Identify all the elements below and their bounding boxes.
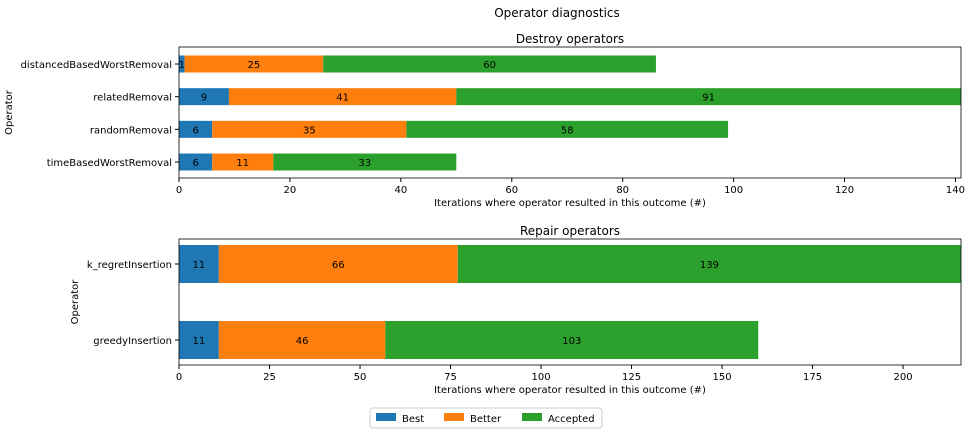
x-tick-label-140: 140 <box>946 185 965 196</box>
chart-title: Repair operators <box>520 224 620 238</box>
bar-label-relatedremoval-better: 41 <box>336 93 349 104</box>
x-tick-label-75: 75 <box>444 372 457 383</box>
bar-label-randomremoval-better: 35 <box>303 125 316 136</box>
plot-frame <box>178 238 962 366</box>
legend-label-better: Better <box>470 414 502 425</box>
x-tick-label-120: 120 <box>835 185 854 196</box>
bar-relatedremoval-accepted <box>456 88 961 106</box>
bar-randomremoval-better <box>212 120 407 138</box>
chart-title: Destroy operators <box>516 32 624 46</box>
legend-label-accepted: Accepted <box>548 414 595 425</box>
x-tick-label-200: 200 <box>894 372 913 383</box>
bar-label-k-regretinsertion-better: 66 <box>332 260 345 271</box>
plot-frame <box>178 46 962 179</box>
x-tick-label-60: 60 <box>505 185 518 196</box>
x-tick-label-20: 20 <box>284 185 297 196</box>
x-tick-label-100: 100 <box>531 372 550 383</box>
x-tick-label-0: 0 <box>176 185 182 196</box>
bar-greedyinsertion-better <box>218 321 386 359</box>
bar-greedyinsertion-best <box>179 321 219 359</box>
bar-label-randomremoval-accepted: 58 <box>561 125 574 136</box>
bar-label-distancedbasedworstremoval-best: 1 <box>179 60 185 71</box>
bar-label-greedyinsertion-accepted: 103 <box>562 336 581 347</box>
y-tick-label-relatedremoval: relatedRemoval <box>93 93 172 104</box>
x-axis-label: Iterations where operator resulted in th… <box>434 198 706 209</box>
bar-label-greedyinsertion-best: 11 <box>193 336 206 347</box>
y-tick-label-distancedbasedworstremoval: distancedBasedWorstRemoval <box>21 60 172 71</box>
bar-relatedremoval-best <box>179 88 229 106</box>
x-tick-label-125: 125 <box>622 372 641 383</box>
x-tick-label-100: 100 <box>724 185 743 196</box>
x-tick-label-25: 25 <box>263 372 276 383</box>
legend-box <box>369 407 603 429</box>
bar-timebasedworstremoval-accepted <box>273 153 457 171</box>
legend-swatch-best <box>376 413 396 421</box>
bar-distancedbasedworstremoval-best <box>179 55 185 73</box>
bar-label-relatedremoval-best: 9 <box>201 93 207 104</box>
y-axis-label: Operator <box>4 89 15 135</box>
legend-swatch-better <box>444 413 464 421</box>
x-tick-label-0: 0 <box>176 372 182 383</box>
bar-label-greedyinsertion-better: 46 <box>296 336 309 347</box>
bar-randomremoval-best <box>179 120 213 138</box>
x-tick-label-150: 150 <box>713 372 732 383</box>
bar-k-regretinsertion-best <box>179 245 219 283</box>
bar-relatedremoval-better <box>228 88 457 106</box>
bar-label-timebasedworstremoval-better: 11 <box>236 158 249 169</box>
bar-greedyinsertion-accepted <box>385 321 759 359</box>
bar-timebasedworstremoval-best <box>179 153 213 171</box>
y-tick-label-greedyinsertion: greedyInsertion <box>93 336 172 347</box>
legend-label-best: Best <box>402 414 424 425</box>
bar-k-regretinsertion-better <box>218 245 458 283</box>
bar-randomremoval-accepted <box>406 120 729 138</box>
bar-distancedbasedworstremoval-accepted <box>323 55 656 73</box>
x-axis-label: Iterations where operator resulted in th… <box>434 385 706 396</box>
x-tick-label-50: 50 <box>354 372 367 383</box>
bar-label-randomremoval-best: 6 <box>192 125 198 136</box>
figure-title: Operator diagnostics <box>494 6 620 20</box>
bar-k-regretinsertion-accepted <box>457 245 961 283</box>
y-tick-label-k-regretinsertion: k_regretInsertion <box>87 260 172 271</box>
bar-timebasedworstremoval-better <box>212 153 274 171</box>
y-tick-label-randomremoval: randomRemoval <box>90 125 172 136</box>
legend: Best Better Accepted <box>369 407 603 429</box>
bar-label-k-regretinsertion-best: 11 <box>193 260 206 271</box>
y-axis-label: Operator <box>70 279 81 325</box>
bar-label-distancedbasedworstremoval-better: 25 <box>248 60 261 71</box>
bar-label-timebasedworstremoval-accepted: 33 <box>358 158 371 169</box>
y-tick-label-timebasedworstremoval: timeBasedWorstRemoval <box>47 158 172 169</box>
bar-label-relatedremoval-accepted: 91 <box>702 93 715 104</box>
legend-swatch-accepted <box>522 413 542 421</box>
x-tick-label-80: 80 <box>616 185 629 196</box>
chart-repair-operators: 11 66 139 k_regretInsertion 11 46 103 greedyIns… <box>70 224 962 396</box>
bar-label-k-regretinsertion-accepted: 139 <box>700 260 719 271</box>
bar-label-timebasedworstremoval-best: 6 <box>192 158 198 169</box>
bar-distancedbasedworstremoval-better <box>184 55 324 73</box>
x-tick-label-175: 175 <box>803 372 822 383</box>
bar-label-distancedbasedworstremoval-accepted: 60 <box>483 60 496 71</box>
x-tick-label-40: 40 <box>394 185 407 196</box>
